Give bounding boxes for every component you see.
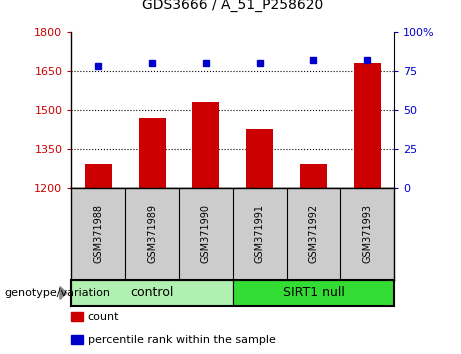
Bar [233,280,394,306]
Text: control: control [130,286,174,299]
Text: GDS3666 / A_51_P258620: GDS3666 / A_51_P258620 [142,0,324,12]
Bar [354,63,381,188]
Text: GSM371988: GSM371988 [93,204,103,263]
Bar [246,129,273,188]
Text: GSM371989: GSM371989 [147,204,157,263]
Text: SIRT1 null: SIRT1 null [283,286,344,299]
Text: GSM371992: GSM371992 [308,204,319,263]
Bar [300,164,327,188]
Text: GSM371991: GSM371991 [254,204,265,263]
Bar [139,118,165,188]
Bar [193,102,219,188]
Bar [71,280,233,306]
Text: percentile rank within the sample: percentile rank within the sample [88,335,276,345]
Text: GSM371993: GSM371993 [362,204,372,263]
Bar [85,164,112,188]
Text: count: count [88,312,119,322]
Text: genotype/variation: genotype/variation [5,288,111,298]
Text: GSM371990: GSM371990 [201,204,211,263]
